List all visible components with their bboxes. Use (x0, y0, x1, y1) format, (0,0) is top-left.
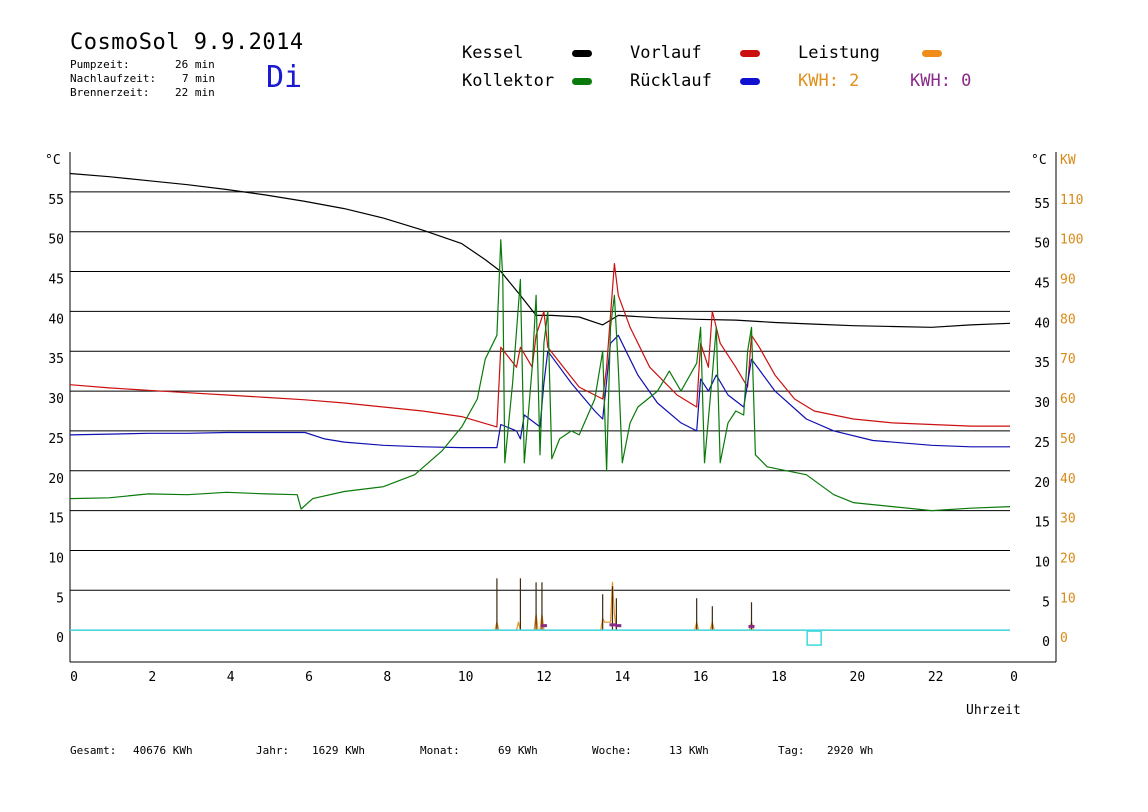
y-tick-right-5: 5 (1042, 595, 1050, 610)
y-tick-right-0: 0 (1042, 635, 1050, 650)
kw-tick-50: 50 (1060, 432, 1076, 447)
kwh-mark-1 (609, 623, 616, 627)
kw-tick-100: 100 (1060, 233, 1083, 248)
y-tick-right-55: 55 (1034, 197, 1050, 212)
woche-label: Woche: (592, 744, 632, 757)
nachlaufzeit-label: Nachlaufzeit: (70, 72, 157, 85)
time-marker (806, 630, 822, 646)
kw-tick-110: 110 (1060, 193, 1083, 208)
pumpzeit-label: Pumpzeit: (70, 58, 130, 71)
y-tick-left-20: 20 (48, 472, 64, 487)
y-unit-right-kw: KW (1060, 153, 1076, 168)
x-tick-11: 22 (928, 670, 944, 685)
brennerzeit-label: Brennerzeit: (70, 86, 150, 99)
y-tick-right-20: 20 (1034, 476, 1050, 491)
y-tick-left-35: 35 (48, 352, 64, 367)
y-tick-left-10: 10 (48, 551, 64, 566)
kwh-mark-0 (540, 624, 547, 628)
tag-value: 2920 Wh (827, 744, 874, 757)
y-tick-right-45: 45 (1034, 277, 1050, 292)
kw-tick-90: 90 (1060, 273, 1076, 288)
y-unit-right-c: °C (1031, 153, 1047, 168)
y-tick-left-45: 45 (48, 273, 64, 288)
legend-vorlauf-swatch (740, 50, 760, 57)
gesamt-label: Gesamt: (70, 744, 117, 757)
nachlaufzeit-value: 7 min (182, 72, 216, 85)
x-tick-8: 16 (693, 670, 709, 685)
legend-leistung: Leistung (798, 43, 880, 63)
kw-tick-20: 20 (1060, 551, 1076, 566)
x-tick-3: 6 (305, 670, 313, 685)
y-tick-left-55: 55 (48, 193, 64, 208)
y-tick-right-15: 15 (1034, 516, 1050, 531)
monat-value: 69 KWh (498, 744, 538, 757)
page-title: CosmoSol 9.9.2014 (70, 30, 304, 55)
legend-leistung-swatch (922, 50, 942, 57)
x-tick-2: 4 (227, 670, 235, 685)
legend-kwh-2: KWH: 0 (910, 71, 972, 91)
y-tick-right-10: 10 (1034, 555, 1050, 570)
y-tick-left-25: 25 (48, 432, 64, 447)
x-tick-0: 0 (70, 670, 78, 685)
legend-kessel: Kessel (462, 43, 524, 63)
series-line-ruecklauf (69, 334, 1010, 449)
y-tick-left-5: 5 (56, 591, 64, 606)
kwh-mark-2 (615, 624, 622, 628)
kw-tick-80: 80 (1060, 312, 1076, 327)
series-line-leistung (70, 581, 1010, 631)
y-tick-left-50: 50 (48, 233, 64, 248)
y-tick-left-40: 40 (48, 312, 64, 327)
y-unit-left: °C (45, 153, 61, 168)
legend-kollektor-swatch (572, 78, 592, 85)
kw-tick-30: 30 (1060, 512, 1076, 527)
woche-value: 13 KWh (669, 744, 709, 757)
kw-tick-60: 60 (1060, 392, 1076, 407)
kw-tick-40: 40 (1060, 472, 1076, 487)
legend-ruecklauf: Rücklauf (630, 71, 712, 91)
legend-ruecklauf-swatch (740, 78, 760, 85)
kw-tick-70: 70 (1060, 352, 1076, 367)
brennerzeit-value: 22 min (175, 86, 215, 99)
y-tick-right-30: 30 (1034, 396, 1050, 411)
jahr-value: 1629 KWh (312, 744, 365, 757)
legend-kessel-swatch (572, 50, 592, 57)
x-tick-9: 18 (771, 670, 787, 685)
y-tick-right-25: 25 (1034, 436, 1050, 451)
y-tick-right-50: 50 (1034, 237, 1050, 252)
kw-tick-0: 0 (1060, 631, 1068, 646)
x-tick-6: 12 (536, 670, 552, 685)
x-tick-4: 8 (383, 670, 391, 685)
x-tick-5: 10 (458, 670, 474, 685)
legend-vorlauf: Vorlauf (630, 43, 702, 63)
legend-kwh-1: KWH: 2 (798, 71, 860, 91)
monat-label: Monat: (420, 744, 460, 757)
jahr-label: Jahr: (256, 744, 290, 757)
x-tick-12: 0 (1010, 670, 1018, 685)
legend-kollektor: Kollektor (462, 71, 555, 91)
x-tick-7: 14 (615, 670, 631, 685)
series-line-kessel (69, 172, 1011, 328)
y-tick-right-35: 35 (1034, 356, 1050, 371)
pumpzeit-value: 26 min (175, 58, 215, 71)
tag-label: Tag: (778, 744, 805, 757)
y-tick-left-15: 15 (48, 512, 64, 527)
kw-tick-10: 10 (1060, 591, 1076, 606)
weekday-label: Di (266, 60, 303, 95)
series-line-kollektor (69, 239, 1011, 512)
x-tick-10: 20 (850, 670, 866, 685)
gesamt-value: 40676 KWh (133, 744, 193, 757)
y-tick-right-40: 40 (1034, 316, 1050, 331)
series-line-vorlauf (69, 263, 1010, 428)
x-axis-label: Uhrzeit (966, 703, 1021, 718)
y-tick-left-0: 0 (56, 631, 64, 646)
y-tick-left-30: 30 (48, 392, 64, 407)
kwh-mark-3 (748, 624, 755, 628)
x-tick-1: 2 (148, 670, 156, 685)
